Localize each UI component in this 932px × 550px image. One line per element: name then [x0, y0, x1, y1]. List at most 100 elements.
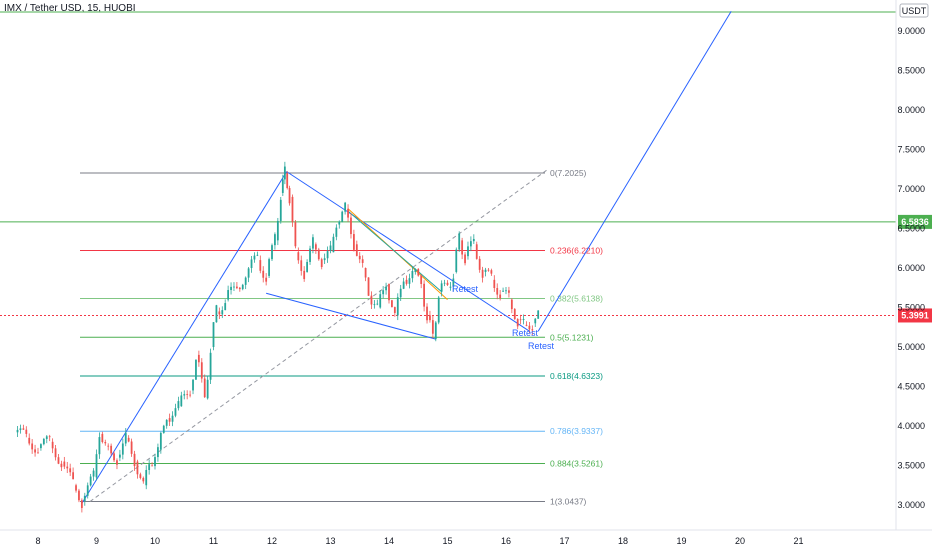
- candle-body: [481, 269, 484, 278]
- time-tick-label: 21: [793, 536, 803, 546]
- candle-body: [458, 233, 461, 250]
- price-axis[interactable]: 3.0000 3.5000 4.0000 4.5000 5.0000 5.5000 6.00…: [895, 0, 929, 530]
- candle-body: [332, 236, 335, 253]
- candle-body: [286, 173, 289, 189]
- candle-body: [233, 286, 235, 288]
- candle-body: [283, 166, 286, 180]
- candle-body: [434, 322, 437, 340]
- candle-body: [279, 199, 282, 221]
- candle-body: [271, 245, 273, 260]
- time-tick-label: 13: [325, 536, 335, 546]
- horizontal-lines[interactable]: 6.5836 5.3991: [0, 11, 932, 323]
- candle-body: [104, 442, 107, 444]
- candle-body: [470, 241, 472, 247]
- teal-trend-line[interactable]: [347, 210, 442, 293]
- candle-body: [303, 270, 306, 280]
- candle-body: [464, 254, 466, 264]
- candle-body: [110, 445, 113, 454]
- currency-badge[interactable]: [899, 3, 929, 18]
- wedge-lower-line[interactable]: [266, 292, 436, 340]
- fib-level-label: 0(7.2025): [550, 168, 587, 178]
- candle-body: [531, 329, 534, 331]
- time-tick-label: 15: [442, 536, 452, 546]
- price-tick-label: 5.0000: [897, 342, 925, 352]
- time-tick-label: 20: [735, 536, 745, 546]
- price-tick-label: 3.0000: [897, 500, 925, 510]
- candle-body: [487, 269, 490, 271]
- impulse-leg-line[interactable]: [81, 171, 288, 504]
- candle-body: [25, 429, 28, 434]
- candle-body: [119, 454, 121, 458]
- candle-body: [262, 270, 265, 278]
- time-tick-label: 17: [559, 536, 569, 546]
- candle-body: [537, 310, 540, 319]
- candle-body: [241, 284, 244, 290]
- candle-body: [22, 428, 25, 430]
- price-tag[interactable]: [898, 308, 932, 323]
- candle-body: [300, 260, 303, 271]
- candle-body: [171, 415, 174, 422]
- candle-body: [297, 252, 300, 261]
- candle-body: [326, 251, 329, 259]
- candle-body: [446, 282, 449, 285]
- candle-body: [124, 432, 127, 444]
- candle-body: [288, 188, 291, 204]
- candle-body: [534, 318, 537, 324]
- candle-body: [443, 282, 446, 284]
- candle-body: [496, 288, 499, 295]
- candle-body: [19, 428, 22, 430]
- price-tag-label: 5.3991: [901, 310, 929, 320]
- candle-body: [364, 268, 367, 278]
- candle-body: [467, 246, 469, 257]
- time-axis[interactable]: 8 9 10 11 12 13 14 15 16 17 18 19 20 21: [0, 529, 932, 546]
- candle-body: [209, 352, 212, 380]
- candle-body: [385, 286, 387, 291]
- candle-body: [83, 495, 86, 502]
- candle-body: [276, 220, 279, 241]
- time-tick-label: 10: [150, 536, 160, 546]
- price-tick-label: 6.0000: [897, 263, 925, 273]
- candle-body: [238, 287, 241, 290]
- candle-body: [75, 485, 77, 491]
- candle-body: [186, 394, 189, 395]
- candle-body: [148, 464, 151, 470]
- candle-body: [281, 179, 284, 193]
- candle-body: [426, 306, 428, 321]
- candle-body: [212, 322, 215, 347]
- time-tick-label: 16: [501, 536, 511, 546]
- price-tag[interactable]: [898, 214, 932, 229]
- candle-body: [309, 248, 311, 262]
- candle-body: [98, 437, 101, 455]
- candle-body: [341, 211, 344, 222]
- fibonacci-retracement[interactable]: 0(7.2025) 0.236(6.2210) 0.382(5.6138) 0.5(5…: [80, 168, 603, 507]
- retest-annotation: Retest: [512, 328, 539, 338]
- candle-body: [174, 408, 177, 416]
- candle-body: [306, 261, 308, 272]
- chart-title: IMX / Tether USD, 15, HUOBI: [4, 3, 136, 14]
- candle-body: [329, 245, 332, 252]
- candle-body: [116, 460, 118, 465]
- candle-body: [393, 307, 396, 313]
- candle-body: [268, 259, 270, 276]
- projection-line[interactable]: [537, 10, 732, 332]
- candle-body: [195, 359, 197, 380]
- trend-drawings[interactable]: [81, 10, 732, 504]
- candle-body: [382, 290, 385, 295]
- candle-body: [335, 227, 338, 237]
- candle-body: [40, 444, 42, 449]
- candle-body: [274, 234, 276, 246]
- candle-body: [312, 237, 314, 249]
- candle-body: [440, 283, 443, 292]
- candle-body: [431, 320, 434, 334]
- candle-body: [57, 457, 60, 464]
- candle-body: [320, 259, 323, 268]
- candle-body: [157, 447, 159, 458]
- candle-body: [358, 255, 361, 260]
- price-tick-label: 4.5000: [897, 382, 925, 392]
- wedge-upper-line[interactable]: [286, 171, 530, 332]
- candle-body: [502, 290, 504, 292]
- candle-body: [48, 436, 51, 438]
- fib-trend-line[interactable]: [89, 168, 549, 502]
- candle-body: [396, 297, 399, 316]
